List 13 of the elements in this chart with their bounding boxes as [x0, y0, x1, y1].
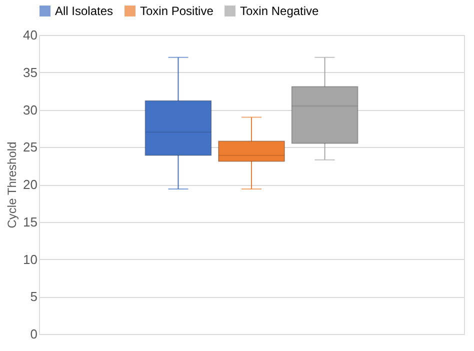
y-tick-label: 0 [30, 326, 38, 342]
y-tick-label: 5 [30, 289, 38, 304]
y-tick-label: 30 [23, 102, 38, 118]
y-tick-label: 40 [23, 28, 38, 42]
legend-label: Toxin Negative [240, 4, 320, 18]
y-axis-title: Cycle Threshold [5, 142, 20, 228]
y-tick-label: 35 [23, 64, 38, 80]
legend-label: Toxin Positive [140, 4, 214, 18]
y-tick-label: 10 [23, 252, 38, 267]
y-tick-label: 20 [23, 177, 38, 192]
y-tick-label: 15 [23, 214, 38, 230]
y-tick-label: 25 [23, 140, 38, 155]
legend-label: All Isolates [55, 4, 114, 18]
